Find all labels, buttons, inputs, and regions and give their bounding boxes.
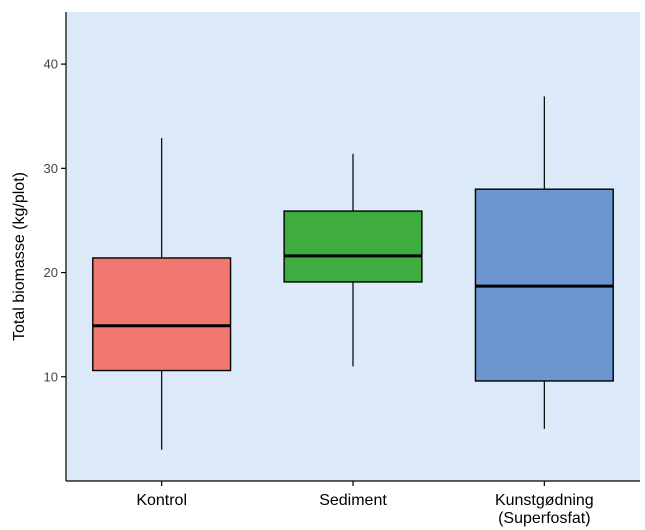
boxes-group (92, 96, 614, 450)
y-tick-label: 10 (44, 369, 58, 384)
y-tick-label: 20 (44, 265, 58, 280)
y-axis-title: Total biomasse (kg/plot) (11, 172, 28, 341)
x-category-label: (Superfosfat) (498, 510, 590, 527)
x-category-label: Sediment (319, 492, 387, 509)
x-category-label: Kunstgødning (495, 492, 594, 509)
y-ticks-group: 10 20 30 40 (44, 57, 66, 384)
x-labels-group: Kontrol Sediment Kunstgødning(Superfosfat) (136, 481, 594, 527)
y-tick-label: 30 (44, 161, 58, 176)
x-category-label: Kontrol (136, 492, 187, 509)
box-iqr (92, 257, 232, 372)
y-tick-label: 40 (44, 57, 58, 72)
box-iqr (283, 210, 423, 283)
